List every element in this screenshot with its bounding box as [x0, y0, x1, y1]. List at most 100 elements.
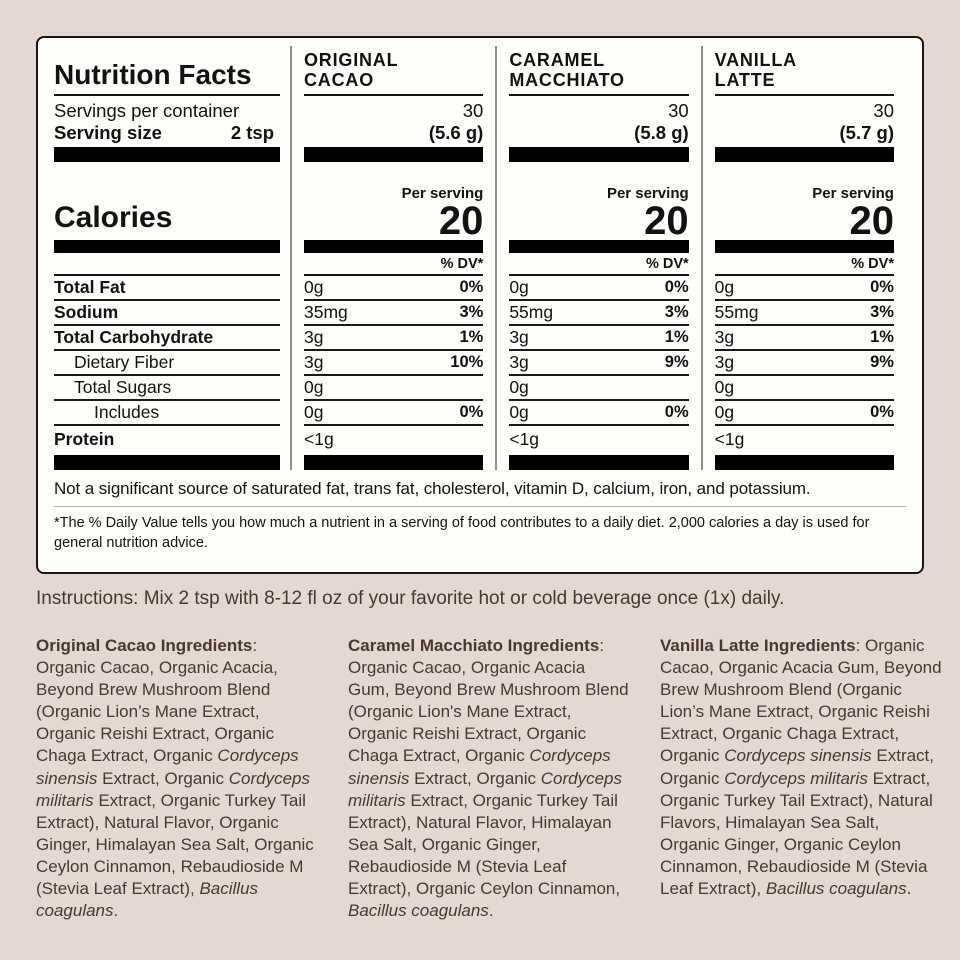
value-row-sodium: 55mg 3%: [714, 301, 894, 326]
amount: 0g: [714, 377, 735, 397]
servings-count: 30: [668, 100, 689, 121]
value-row-protein: <1g: [509, 426, 688, 453]
value-row-dietary-fiber: 3g 9%: [509, 351, 689, 376]
amount: <1g: [714, 429, 745, 449]
value-row-total-carbohydrate: 3g 1%: [304, 326, 484, 351]
value-row-total-carbohydrate: 3g 1%: [509, 326, 689, 351]
servings-count: 30: [873, 100, 894, 121]
dv-column-header: % DV*: [304, 253, 484, 276]
calories-value: 20: [644, 199, 689, 243]
column-divider: [495, 46, 498, 470]
ingredients-section: Original Cacao Ingredients: Organic Caca…: [36, 635, 942, 922]
serving-size-line: Serving size 2 tsp: [54, 122, 280, 144]
calories-label: Calories: [54, 201, 173, 234]
thick-divider-bar: [509, 455, 689, 470]
value-row-sodium: 35mg 3%: [304, 301, 484, 326]
value-row-total-fat: 0g 0%: [714, 276, 894, 301]
serving-size-value: 2 tsp: [230, 122, 274, 144]
value-row-total-fat: 0g 0%: [509, 276, 689, 301]
panel-title: Nutrition Facts: [54, 59, 252, 90]
daily-value: 9%: [664, 353, 689, 371]
column-divider: [700, 46, 703, 470]
calories-block: Per serving 20: [304, 162, 484, 243]
servings-count: 30: [462, 100, 484, 121]
serving-info-block: Servings per container Serving size 2 ts…: [54, 96, 280, 144]
daily-value: 0%: [459, 403, 484, 421]
product-column-caramel-macchiato: CARAMEL MACCHIATO 30 (5.8 g) Per serving…: [497, 46, 700, 470]
amount: 3g: [304, 327, 324, 347]
nutrient-label-sodium: Sodium: [54, 301, 280, 326]
amount: 3g: [714, 327, 735, 347]
thick-divider-bar: [304, 455, 484, 470]
value-row-dietary-fiber: 3g 10%: [304, 351, 484, 376]
amount: <1g: [509, 429, 540, 449]
product-name: VANILLA LATTE: [714, 49, 797, 91]
per-serving-label: Per serving: [606, 185, 689, 202]
daily-value: 0%: [664, 278, 689, 296]
value-row-total-sugars: 0g: [714, 376, 894, 401]
not-significant-note: Not a significant source of saturated fa…: [54, 479, 811, 498]
panel-title-block: Nutrition Facts: [54, 46, 280, 96]
daily-value: 0%: [870, 278, 894, 296]
product-column-vanilla-latte: VANILLA LATTE 30 (5.7 g) Per serving 20 …: [703, 46, 906, 470]
value-row-includes: 0g 0%: [714, 401, 894, 426]
per-serving-label: Per serving: [812, 185, 894, 202]
daily-value: 0%: [664, 403, 689, 421]
daily-value: 1%: [664, 328, 689, 346]
thick-divider-bar: [54, 240, 280, 253]
column-divider: [290, 46, 292, 470]
daily-value: 3%: [459, 303, 484, 321]
calories-value: 20: [438, 199, 484, 243]
value-row-total-sugars: 0g: [304, 376, 484, 401]
product-name-block: VANILLA LATTE: [714, 46, 894, 96]
nutrition-columns: Nutrition Facts Servings per container S…: [54, 46, 906, 470]
amount: 3g: [304, 352, 324, 372]
amount: 0g: [509, 377, 529, 397]
thick-divider-bar: [714, 455, 894, 470]
value-row-sodium: 55mg 3%: [509, 301, 689, 326]
footnote-divider: [54, 506, 906, 507]
amount: 0g: [714, 277, 735, 297]
nutrient-label-dietary-fiber: Dietary Fiber: [54, 351, 280, 376]
value-row-includes: 0g 0%: [304, 401, 484, 426]
thick-divider-bar: [54, 455, 280, 470]
daily-value: 3%: [664, 303, 689, 321]
serving-weight: (5.7 g): [839, 122, 894, 144]
value-row-total-carbohydrate: 3g 1%: [714, 326, 894, 351]
daily-value: 9%: [870, 353, 894, 371]
amount: 0g: [714, 402, 735, 422]
thick-divider-bar: [304, 240, 484, 253]
product-name-block: CARAMEL MACCHIATO: [509, 46, 689, 96]
dv-column-header: % DV*: [714, 253, 894, 276]
ingredients-original-cacao: Original Cacao Ingredients: Organic Caca…: [36, 636, 314, 921]
thick-divider-bar: [509, 147, 689, 162]
amount: 0g: [509, 402, 529, 422]
nutrient-label-protein: Protein: [54, 429, 115, 449]
daily-value: 0%: [459, 278, 484, 296]
amount: 3g: [509, 327, 529, 347]
value-row-includes: 0g 0%: [509, 401, 689, 426]
serving-info-block: 30 (5.7 g): [715, 96, 894, 144]
amount: 0g: [304, 402, 324, 422]
calories-block: Per serving 20: [509, 162, 689, 243]
dv-column-header: % DV*: [509, 253, 689, 276]
nutrition-facts-panel: Nutrition Facts Servings per container S…: [36, 36, 924, 574]
value-row-protein: <1g: [304, 426, 483, 453]
amount: 0g: [304, 277, 324, 297]
amount: 0g: [509, 277, 529, 297]
amount: 3g: [509, 352, 529, 372]
serving-weight: (5.6 g): [428, 122, 484, 144]
product-name: ORIGINAL CACAO: [304, 49, 399, 91]
thick-divider-bar: [714, 240, 894, 253]
instructions-text: Instructions: Mix 2 tsp with 8-12 fl oz …: [36, 588, 785, 609]
serving-size-label: Serving size: [54, 122, 162, 144]
labels-column: Nutrition Facts Servings per container S…: [54, 46, 290, 470]
product-column-original-cacao: ORIGINAL CACAO 30 (5.6 g) Per serving 20…: [292, 46, 495, 470]
amount: 3g: [714, 352, 735, 372]
ingredients-caramel-macchiato: Caramel Macchiato Ingredients: Organic C…: [348, 636, 629, 921]
daily-value: 1%: [870, 328, 894, 346]
serving-info-block: 30 (5.6 g): [304, 96, 483, 144]
calories-block: Per serving 20: [715, 162, 894, 241]
daily-value: 1%: [459, 328, 484, 346]
ingredients-vanilla-latte: Vanilla Latte Ingredients: Organic Cacao…: [660, 636, 942, 899]
